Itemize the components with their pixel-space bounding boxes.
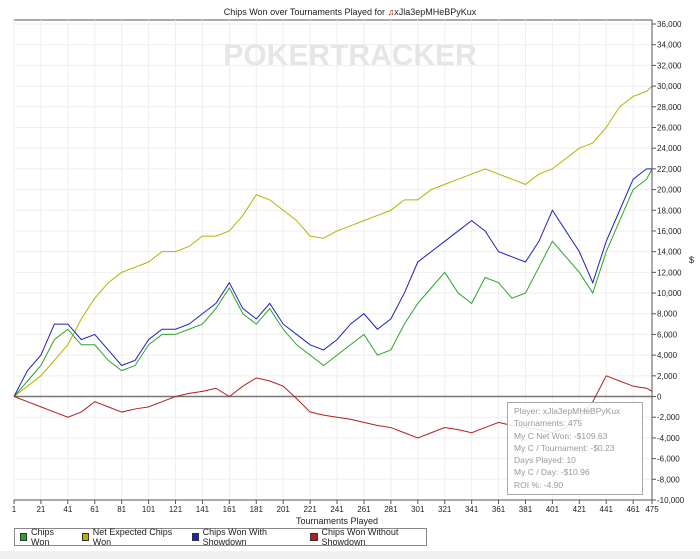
tip-player: Player: xJla3epMHeBPyKux	[514, 406, 621, 416]
y-tick-label: -10,000	[657, 496, 685, 505]
stats-tooltip: Player: xJla3epMHeBPyKux Tournaments: 47…	[507, 402, 643, 495]
player-name: xJla3epMHeBPyKux	[394, 7, 477, 17]
chart-title: Chips Won over Tournaments Played for ♫x…	[0, 7, 700, 17]
y-tick-label: 26,000	[657, 123, 682, 132]
x-tick-label: 321	[438, 505, 452, 514]
y-tick-label: -4,000	[657, 434, 680, 443]
series-line-net-expected-chips-won	[13, 85, 653, 397]
x-tick-label: 281	[384, 505, 398, 514]
x-tick-label: 301	[411, 505, 425, 514]
series-line-chips-won-with-showdown	[13, 168, 652, 397]
y-tick-label: 20,000	[657, 186, 682, 195]
x-tick-label: 61	[90, 505, 99, 514]
legend: Chips Won Net Expected Chips Won Chips W…	[14, 527, 427, 547]
y-tick-label: 36,000	[657, 20, 682, 29]
x-axis-label: Tournaments Played	[296, 516, 379, 526]
x-tick-label: 341	[465, 505, 479, 514]
legend-without-showdown[interactable]: Chips Won Without Showdown	[310, 527, 426, 547]
tip-roi: ROI %: -4.90	[514, 479, 564, 490]
y-tick-label: 30,000	[657, 82, 682, 91]
y-tick-label: 14,000	[657, 248, 682, 257]
x-tick-label: 461	[626, 505, 640, 514]
x-tick-label: 261	[357, 505, 371, 514]
x-tick-label: 441	[600, 505, 614, 514]
tip-per-tournament: My C / Tournament: -$0.23	[514, 442, 615, 453]
y-tick-label: 6,000	[657, 330, 678, 339]
x-tick-label: 475	[645, 505, 659, 514]
y-tick-label: 2,000	[657, 372, 678, 381]
tip-net-won: My C Net Won: -$109.63	[514, 430, 608, 441]
legend-with-showdown[interactable]: Chips Won With Showdown	[191, 527, 297, 547]
legend-net-expected[interactable]: Net Expected Chips Won	[81, 527, 178, 547]
legend-swatch	[310, 533, 318, 541]
x-tick-label: 421	[573, 505, 587, 514]
x-tick-label: 121	[169, 505, 183, 514]
y-tick-label: 0	[657, 393, 662, 402]
y-axis-label: $	[689, 255, 695, 265]
x-tick-label: 161	[223, 505, 237, 514]
legend-label: Chips Won With Showdown	[202, 527, 268, 547]
y-tick-label: -2,000	[657, 413, 680, 422]
y-tick-label: 10,000	[657, 289, 682, 298]
y-tick-label: 8,000	[657, 310, 678, 319]
y-tick-label: 34,000	[657, 41, 682, 50]
legend-label: Net Expected Chips Won	[92, 527, 173, 547]
x-tick-label: 201	[277, 505, 291, 514]
y-tick-label: 32,000	[657, 61, 682, 70]
y-tick-label: 18,000	[657, 206, 682, 215]
x-tick-label: 81	[117, 505, 126, 514]
y-tick-label: -6,000	[657, 455, 680, 464]
legend-swatch	[191, 533, 199, 541]
legend-label: Chips Won Without Showdown	[321, 527, 399, 547]
tip-tournaments: Tournaments: 475	[514, 418, 583, 429]
x-tick-label: 21	[36, 505, 45, 514]
title-text: Chips Won over Tournaments Played for	[223, 7, 385, 17]
x-tick-label: 141	[196, 505, 210, 514]
y-tick-label: 22,000	[657, 165, 682, 174]
y-tick-label: 24,000	[657, 144, 682, 153]
y-tick-label: 16,000	[657, 227, 682, 236]
y-tick-label: 12,000	[657, 268, 682, 277]
legend-swatch	[81, 533, 89, 541]
legend-label: Chips Won	[31, 527, 55, 547]
x-tick-label: 101	[142, 505, 156, 514]
series-line-chips-won	[13, 168, 653, 397]
tip-per-day: My C / Day: -$10.96	[514, 467, 590, 478]
legend-chips-won[interactable]: Chips Won	[20, 527, 68, 547]
player-icon: ♫	[387, 7, 395, 17]
tip-days: Days Played: 10	[514, 455, 576, 466]
x-tick-label: 41	[63, 505, 72, 514]
y-tick-label: 4,000	[657, 351, 678, 360]
x-tick-label: 401	[546, 505, 560, 514]
x-tick-label: 241	[330, 505, 344, 514]
x-tick-label: 361	[492, 505, 506, 514]
bottom-strip	[0, 551, 700, 559]
x-tick-label: 1	[12, 505, 17, 514]
y-tick-label: -8,000	[657, 475, 680, 484]
x-tick-label: 221	[303, 505, 317, 514]
watermark-logo: POKERTRACKER	[223, 39, 477, 72]
x-tick-label: 381	[519, 505, 533, 514]
legend-swatch	[20, 533, 28, 541]
y-tick-label: 28,000	[657, 103, 682, 112]
x-tick-label: 181	[250, 505, 264, 514]
